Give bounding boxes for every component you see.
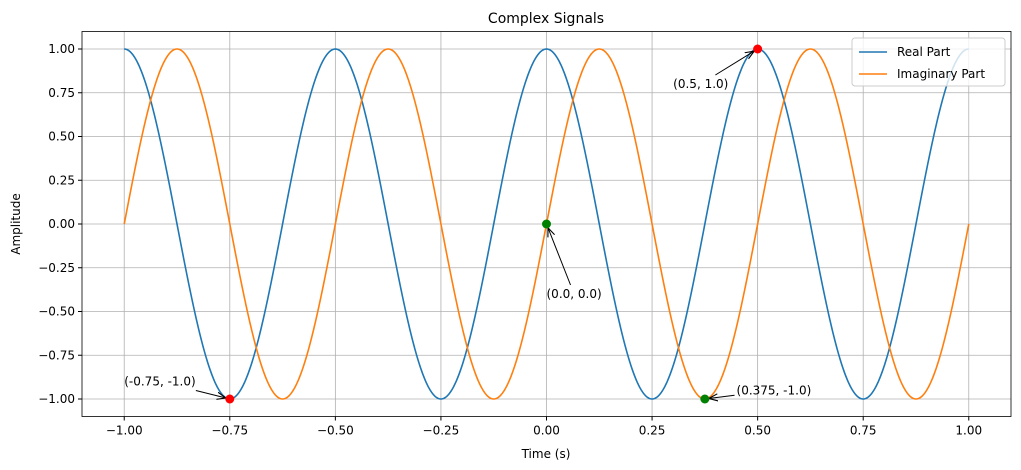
x-tick-label: −0.75 [211, 424, 248, 438]
y-axis-label: Amplitude [9, 193, 23, 255]
y-tick-label: −0.50 [38, 305, 75, 319]
series-line-real [124, 48, 969, 400]
annotation-label: (0.0, 0.0) [547, 287, 602, 301]
annotation-point [753, 44, 763, 54]
annotation-arrow [709, 395, 735, 398]
annotation-arrow [715, 51, 754, 76]
annotation-point [542, 219, 551, 229]
x-tick-label: 1.00 [955, 424, 982, 438]
annotation-point [700, 394, 710, 404]
annotation-label: (0.5, 1.0) [673, 77, 728, 91]
annotation-label: (-0.75, -1.0) [124, 375, 195, 389]
legend-label: Real Part [897, 45, 951, 59]
annotation-point [225, 394, 235, 404]
x-tick-label: −0.25 [423, 424, 460, 438]
y-tick-label: 0.50 [48, 130, 75, 144]
chart-title: Complex Signals [488, 11, 604, 27]
annotation-arrow [195, 390, 226, 399]
legend-box [851, 37, 1006, 87]
x-tick-label: −1.00 [106, 424, 143, 438]
y-tick-label: 0.25 [48, 173, 75, 187]
y-tick-label: 1.00 [48, 42, 75, 56]
y-tick-label: −0.75 [38, 348, 75, 362]
x-tick-label: 0.50 [744, 424, 771, 438]
x-tick-label: 0.25 [639, 424, 666, 438]
annotation-label: (0.375, -1.0) [737, 383, 812, 397]
y-tick-label: −1.00 [38, 392, 75, 406]
x-tick-label: 0.75 [850, 424, 877, 438]
legend: Real Part Imaginary Part [851, 37, 1006, 87]
annotation-arrow [548, 228, 572, 286]
y-tick-label: −0.25 [38, 261, 75, 275]
y-tick-label: 0.75 [48, 86, 75, 100]
y-tick-label: 0.00 [48, 217, 75, 231]
x-axis-label: Time (s) [521, 447, 571, 461]
x-tick-label: −0.50 [317, 424, 354, 438]
legend-label: Imaginary Part [897, 67, 985, 81]
x-tick-label: 0.00 [533, 424, 560, 438]
